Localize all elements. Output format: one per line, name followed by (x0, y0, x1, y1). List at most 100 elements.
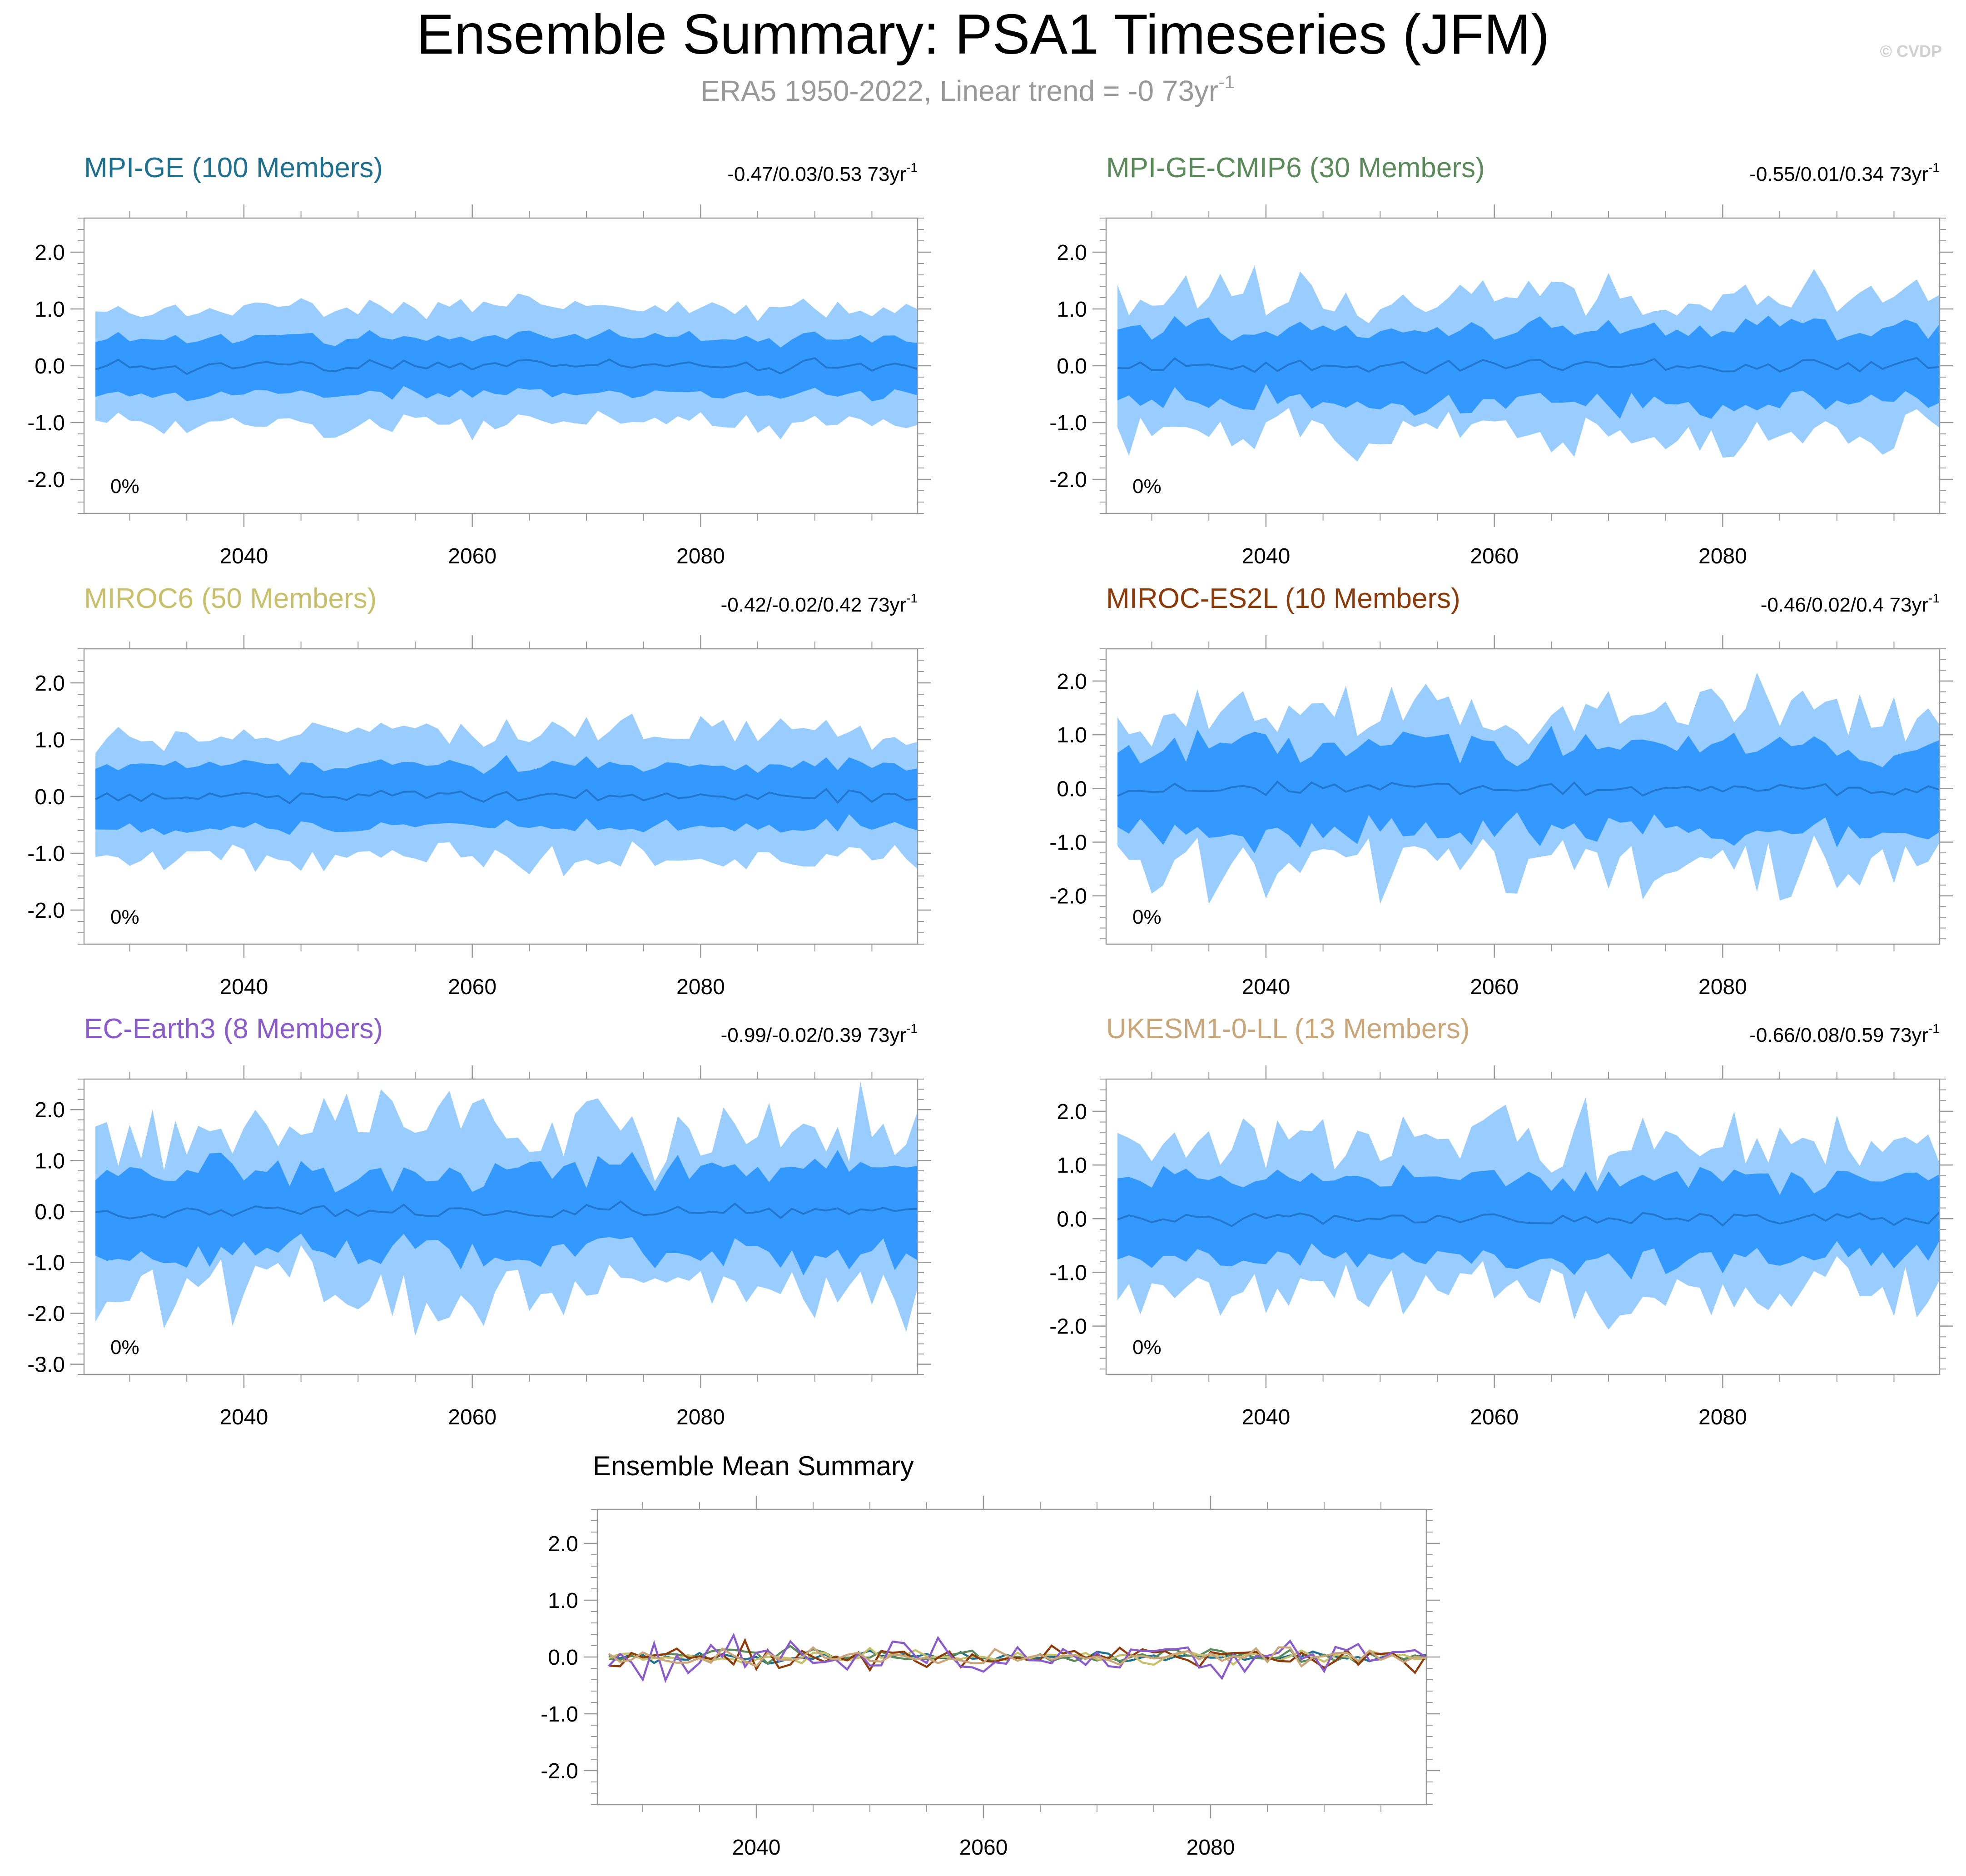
panel-percent-label: 0% (1132, 475, 1162, 498)
inner-spread-band (95, 329, 918, 402)
plot-frame (1105, 648, 1941, 945)
y-tick-label: -1.0 (27, 1251, 65, 1275)
plot-frame (83, 648, 918, 945)
x-tick-label: 2060 (1470, 544, 1519, 568)
y-tick-label: -1.0 (541, 1702, 578, 1727)
figure-subtitle: ERA5 1950-2022, Linear trend = -0 73yr-1 (700, 72, 1235, 107)
plot-frame (83, 1078, 918, 1375)
y-tick-label: -2.0 (27, 468, 65, 492)
x-tick-label: 2060 (448, 544, 496, 568)
panel-trend-sup: -1 (906, 160, 918, 174)
panel-percent-label: 0% (110, 906, 139, 928)
panel-trend-sup: -1 (1928, 160, 1940, 174)
ensemble-panel: 2.0 1.0 0.0 -1.0 -2.0 2040 2060 2080 MPI-GE (100… (27, 152, 931, 568)
y-tick-label: 0.0 (35, 1200, 65, 1224)
panel-percent-label: 0% (110, 1336, 139, 1358)
x-tick-label: 2080 (1698, 975, 1747, 999)
panels-group: 2.0 1.0 0.0 -1.0 -2.0 2040 2060 2080 MPI-GE (100… (27, 152, 1953, 1429)
x-tick-label: 2060 (448, 1405, 496, 1429)
y-tick-label: 1.0 (1057, 298, 1087, 322)
ensemble-panel: 2.0 1.0 0.0 -1.0 -2.0 2040 2060 2080 UKESM1-0-LL… (1049, 1013, 1953, 1429)
y-tick-label: 2.0 (1057, 1100, 1087, 1124)
ensemble-mean-title: Ensemble Mean Summary (593, 1451, 914, 1481)
x-tick-label: 2060 (448, 975, 496, 999)
inner-spread-band (95, 1149, 918, 1275)
x-tick-label: 2040 (1242, 544, 1291, 568)
figure-title: Ensemble Summary: PSA1 Timeseries (JFM) (417, 3, 1549, 66)
y-tick-label: -3.0 (27, 1353, 65, 1377)
y-tick-label: 2.0 (35, 241, 65, 265)
y-tick-label: -2.0 (1049, 468, 1087, 492)
x-tick-label: 2080 (1698, 1405, 1747, 1429)
y-tick-label: 1.0 (35, 1149, 65, 1173)
y-tick-label: -1.0 (1049, 1261, 1087, 1285)
x-tick-label: 2040 (732, 1836, 781, 1860)
ensemble-mean-line (1117, 357, 1940, 375)
y-tick-label: 0.0 (1057, 354, 1087, 378)
ensemble-panel: 2.0 1.0 0.0 -1.0 -2.0 2040 2060 2080 MIROC6 (50 … (27, 583, 931, 999)
panel-title: UKESM1-0-LL (13 Members) (1106, 1013, 1470, 1045)
ensemble-panel: 2.0 1.0 0.0 -1.0 -2.0 2040 2060 2080 MPI-GE-CMIP… (1049, 152, 1953, 568)
y-tick-label: 2.0 (1057, 670, 1087, 694)
plot-frame (1105, 217, 1941, 514)
x-tick-label: 2080 (676, 1405, 725, 1429)
x-tick-label: 2080 (676, 975, 725, 999)
x-tick-label: 2080 (676, 544, 725, 568)
figure-subtitle-main: ERA5 1950-2022, Linear trend = -0 73yr (700, 75, 1218, 107)
ensemble-panel: 2.0 1.0 0.0 -1.0 -2.0 2040 2060 2080 MIROC-ES2L … (1049, 583, 1953, 999)
x-tick-label: 2040 (1242, 1405, 1291, 1429)
plot-frame (596, 1508, 1427, 1806)
ensemble-mean-line (1117, 1211, 1941, 1228)
y-tick-label: 0.0 (1057, 1207, 1087, 1231)
x-tick-label: 2040 (220, 975, 268, 999)
ensemble-mean-line (95, 357, 918, 375)
x-tick-label: 2060 (959, 1836, 1008, 1860)
ensemble-panel: 2.0 1.0 0.0 -1.0 -2.0 -3.0 2040 2060 2080 EC-Eart… (27, 1013, 931, 1429)
panel-trend-label: -0.66/0.08/0.59 73yr-1 (1749, 1021, 1940, 1046)
plot-frame (83, 217, 918, 514)
ensemble-mean-series-line (608, 1644, 1427, 1666)
y-tick-label: -1.0 (27, 842, 65, 866)
panel-trend-main: -0.66/0.08/0.59 73yr (1749, 1024, 1928, 1046)
y-tick-label: 1.0 (35, 298, 65, 322)
x-tick-label: 2060 (1470, 975, 1519, 999)
panel-title: MPI-GE-CMIP6 (30 Members) (1106, 152, 1485, 184)
x-tick-label: 2060 (1470, 1405, 1519, 1429)
x-tick-label: 2080 (1698, 544, 1747, 568)
plot-frame (1105, 1078, 1941, 1375)
ensemble-mean-line (95, 787, 918, 805)
x-tick-label: 2040 (220, 1405, 268, 1429)
panel-title: MIROC-ES2L (10 Members) (1106, 583, 1460, 614)
y-tick-label: 2.0 (1057, 241, 1087, 265)
y-tick-label: -2.0 (1049, 885, 1087, 909)
x-tick-label: 2080 (1187, 1836, 1235, 1860)
panel-trend-label: -0.55/0.01/0.34 73yr-1 (1749, 160, 1940, 185)
y-tick-label: -2.0 (27, 899, 65, 923)
panel-trend-main: -0.47/0.03/0.53 73yr (727, 163, 906, 185)
y-tick-label: 0.0 (548, 1646, 578, 1670)
x-tick-label: 2040 (1242, 975, 1291, 999)
y-tick-label: 1.0 (1057, 723, 1087, 747)
panel-percent-label: 0% (110, 475, 139, 498)
copyright-label: © CVDP (1880, 42, 1942, 60)
figure-subtitle-sup: -1 (1218, 72, 1235, 92)
y-tick-label: 1.0 (35, 728, 65, 752)
ensemble-mean-line (1117, 780, 1940, 797)
x-tick-label: 2040 (220, 544, 268, 568)
panel-trend-label: -0.42/-0.02/0.42 73yr-1 (721, 591, 918, 616)
ensemble-mean-series-line (608, 1646, 1427, 1668)
y-tick-label: -2.0 (541, 1759, 578, 1783)
y-tick-label: -1.0 (1049, 411, 1087, 435)
y-tick-label: 1.0 (1057, 1154, 1087, 1178)
panel-trend-label: -0.46/0.02/0.4 73yr-1 (1761, 591, 1940, 616)
panel-percent-label: 0% (1132, 906, 1162, 928)
y-tick-label: -2.0 (1049, 1315, 1087, 1339)
ensemble-mean-series-line (608, 1632, 1427, 1683)
y-tick-label: 2.0 (35, 672, 65, 696)
panel-trend-sup: -1 (1928, 1021, 1940, 1035)
inner-spread-band (1117, 315, 1940, 419)
panel-trend-main: -0.55/0.01/0.34 73yr (1749, 163, 1928, 185)
ensemble-mean-line (95, 1200, 918, 1219)
ensemble-mean-panel: 2.0 1.0 0.0 -1.0 -2.0 2040 2060 2080 Ensemble Me… (541, 1451, 1440, 1860)
ensemble-mean-series-line (608, 1647, 1427, 1666)
